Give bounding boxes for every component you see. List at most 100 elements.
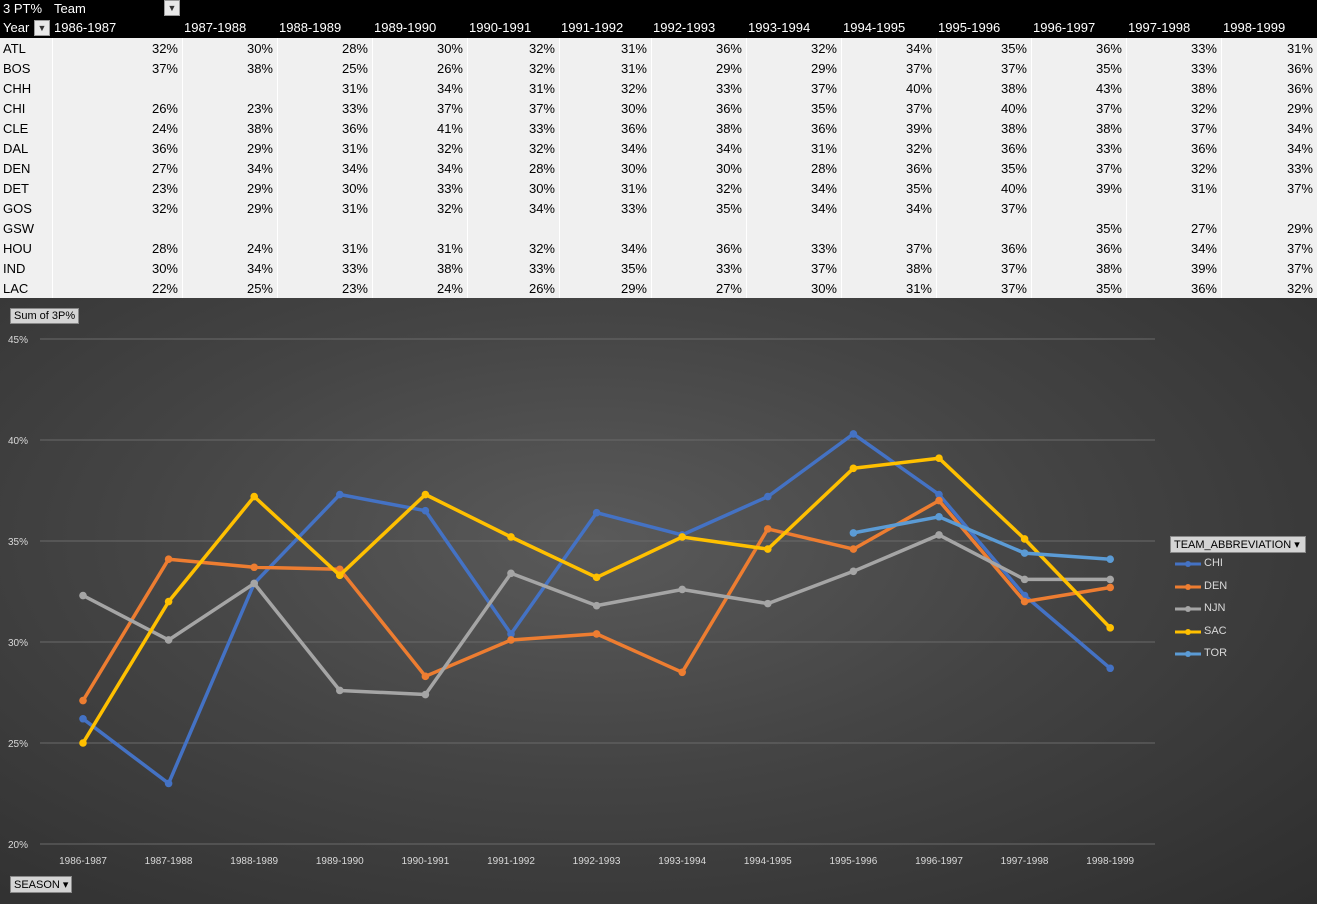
grid-divider (1031, 38, 1032, 298)
grid-divider (1221, 38, 1222, 298)
row-label: GOS (3, 201, 32, 216)
table-cell: 23% (151, 181, 178, 196)
row-filter-icon[interactable]: ▼ (34, 20, 50, 36)
data-point-sac (507, 533, 515, 541)
table-cell: 34% (1286, 141, 1313, 156)
line-chart: 45% 40% 35% 30% 25% 20% 1986-1987 1987-1988 1988… (8, 335, 1155, 867)
legend-swatch-dot (1185, 561, 1191, 567)
table-cell: 34% (246, 161, 273, 176)
grid-divider (52, 38, 53, 298)
table-cell: 31% (620, 61, 647, 76)
row-label: BOS (3, 61, 31, 76)
x-tick-label: 1991-1992 (487, 856, 535, 867)
data-point-sac (1106, 624, 1114, 632)
legend-swatch (1175, 628, 1201, 635)
table-cell: 36% (715, 101, 742, 116)
table-cell: 34% (341, 161, 368, 176)
table-cell: 36% (715, 241, 742, 256)
data-point-njn (79, 591, 87, 600)
x-tick-label: 1994-1995 (744, 856, 792, 867)
table-cell: 35% (620, 261, 647, 276)
table-cell: 37% (1286, 241, 1313, 256)
data-point-den (935, 496, 943, 505)
row-label: HOU (3, 241, 32, 256)
x-tick-label: 1998-1999 (1086, 856, 1134, 867)
table-cell: 31% (620, 41, 647, 56)
table-cell: 24% (436, 281, 463, 296)
data-point-den (507, 636, 515, 644)
column-header: 1991-1992 (561, 20, 624, 35)
table-cell: 37% (810, 81, 837, 96)
table-row: BOS 37% 38% 25% 26% 32% 31% 29% 29% 37% 37% 35% 33% 3… (0, 59, 1317, 79)
table-cell: 29% (620, 281, 647, 296)
data-point-njn (421, 690, 430, 699)
y-tick-label: 20% (8, 840, 28, 851)
data-point-chi (592, 508, 601, 517)
table-cell: 37% (528, 101, 555, 116)
data-point-tor (1020, 549, 1029, 557)
table-cell: 36% (1095, 241, 1122, 256)
table-cell: 34% (810, 181, 837, 196)
data-point-njn (849, 567, 858, 576)
legend-entry-sac: SAC (1204, 624, 1227, 637)
table-row: GSW 35% 27% 29% (0, 219, 1317, 239)
data-point-chi (849, 430, 858, 438)
table-cell: 36% (1000, 141, 1027, 156)
grid-divider (651, 38, 652, 298)
value-field-button[interactable]: Sum of 3P% (10, 308, 80, 324)
y-tick-label: 45% (8, 335, 28, 346)
data-point-njn (1106, 575, 1114, 584)
data-point-sac (164, 597, 173, 606)
legend-field-button[interactable]: TEAM_ABBREVIATION ▾ (1170, 536, 1306, 553)
data-point-den (849, 545, 858, 553)
column-header: 1994-1995 (843, 20, 906, 35)
y-tick-label: 30% (8, 638, 28, 649)
table-cell: 36% (151, 141, 178, 156)
table-cell: 30% (620, 161, 647, 176)
data-point-chi (507, 630, 515, 638)
table-cell: 31% (810, 141, 837, 156)
table-cell: 28% (528, 161, 555, 176)
table-cell: 34% (1190, 241, 1217, 256)
table-cell: 32% (151, 201, 178, 216)
table-cell: 24% (246, 241, 273, 256)
grid-divider (372, 38, 373, 298)
x-tick-label: 1992-1993 (573, 856, 621, 867)
table-row: CHI 26% 23% 33% 37% 37% 30% 36% 35% 37% 40% 37% 32% 2… (0, 99, 1317, 119)
table-cell: 35% (1095, 61, 1122, 76)
table-cell: 32% (810, 41, 837, 56)
data-point-sac (849, 464, 858, 473)
x-tick-label: 1990-1991 (401, 856, 449, 867)
y-tick-label: 35% (8, 537, 28, 548)
table-cell: 36% (1000, 241, 1027, 256)
table-cell: 38% (715, 121, 742, 136)
row-label: CHI (3, 101, 26, 116)
season-field-button[interactable]: SEASON ▾ (10, 876, 73, 893)
table-cell: 38% (1000, 81, 1027, 96)
table-cell: 31% (341, 201, 368, 216)
data-point-njn (507, 569, 515, 578)
table-cell: 24% (151, 121, 178, 136)
table-cell: 37% (810, 261, 837, 276)
table-cell: 35% (1000, 41, 1027, 56)
table-cell: 22% (151, 281, 178, 296)
table-cell: 33% (1190, 41, 1217, 56)
column-header: 1989-1990 (374, 20, 437, 35)
table-cell: 32% (528, 41, 555, 56)
row-label: CHH (3, 81, 32, 96)
grid-divider (277, 38, 278, 298)
table-cell: 36% (715, 41, 742, 56)
data-point-chi (79, 714, 87, 723)
column-filter-dropdown-icon[interactable]: ▼ (164, 0, 180, 16)
table-cell: 40% (905, 81, 932, 96)
grid-divider (936, 38, 937, 298)
data-point-den (79, 696, 87, 705)
legend-swatch-dot (1185, 606, 1191, 612)
x-tick-label: 1997-1998 (1001, 856, 1049, 867)
grid-divider (841, 38, 842, 298)
table-cell: 26% (436, 61, 463, 76)
table-cell: 33% (715, 261, 742, 276)
pivot-chart: Sum of 3P% 45% 40% 35% 30% 25% 20% 1986-1987 19… (0, 298, 1317, 904)
table-cell: 29% (715, 61, 742, 76)
data-point-den (592, 630, 601, 638)
